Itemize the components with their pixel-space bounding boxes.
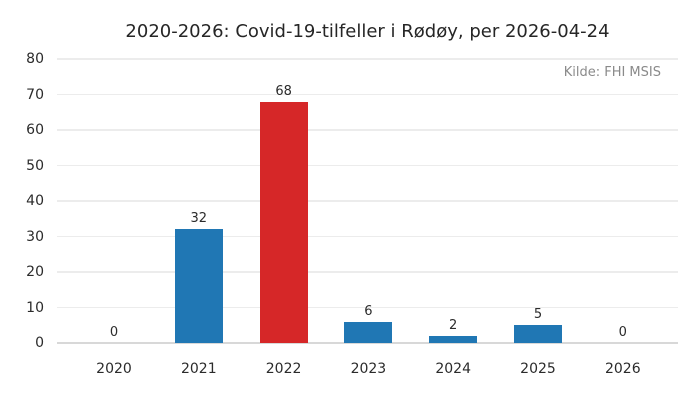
y-tick-label-60: 60 [26, 122, 44, 138]
y-tick-label-40: 40 [26, 193, 44, 209]
bar-2024 [429, 335, 478, 343]
x-tick-label-2021: 2021 [180, 361, 217, 377]
y-tick-label-70: 70 [26, 86, 44, 103]
chart-title: 2020-2026: Covid-19-tilfeller i Rødøy, p… [125, 21, 610, 42]
bar-2025 [514, 325, 562, 343]
y-tick-label-50: 50 [26, 157, 44, 174]
bar-2023 [344, 321, 393, 343]
bar-value-label-2025: 5 [533, 307, 543, 323]
gridline-80 [57, 58, 678, 60]
y-tick-label-10: 10 [26, 299, 44, 316]
x-tick-label-2020: 2020 [96, 361, 132, 377]
gridline-20 [57, 271, 678, 273]
gridline-50 [57, 164, 678, 166]
y-tick-label-20: 20 [26, 264, 44, 280]
bar-value-label-2020: 0 [109, 325, 119, 340]
y-tick-label-0: 0 [35, 335, 44, 351]
bar-2022 [259, 101, 308, 343]
gridline-10 [57, 306, 678, 308]
gridline-70 [57, 93, 678, 95]
x-tick-label-2022: 2022 [265, 361, 302, 377]
source-note: Kilde: FHI MSIS [563, 65, 661, 80]
bar-value-label-2021: 32 [190, 211, 208, 227]
bar-value-label-2023: 6 [364, 303, 373, 319]
x-tick-label-2024: 2024 [435, 361, 471, 377]
x-tick-label-2023: 2023 [350, 361, 387, 377]
x-tick-label-2026: 2026 [604, 361, 641, 377]
bar-value-label-2022: 68 [275, 83, 292, 99]
y-tick-label-30: 30 [26, 228, 44, 245]
gridline-40 [57, 200, 678, 202]
bar-2021 [174, 229, 223, 343]
gridline-60 [57, 129, 678, 131]
x-tick-label-2025: 2025 [520, 361, 556, 377]
bar-value-label-2026: 0 [618, 325, 627, 340]
x-axis-baseline [57, 342, 678, 344]
y-tick-label-80: 80 [26, 51, 44, 67]
bar-value-label-2024: 2 [449, 317, 458, 333]
gridline-30 [57, 235, 678, 237]
